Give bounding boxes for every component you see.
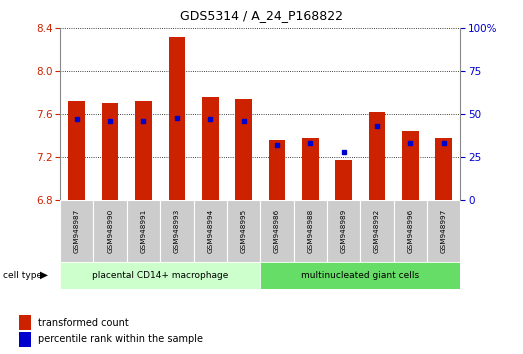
Bar <box>19 315 31 330</box>
Text: GSM948996: GSM948996 <box>407 209 413 253</box>
Bar <box>427 200 460 262</box>
Text: GSM948993: GSM948993 <box>174 209 180 253</box>
Bar <box>60 200 94 262</box>
Bar <box>102 103 119 200</box>
Bar <box>402 131 418 200</box>
Text: ▶: ▶ <box>40 270 48 280</box>
Bar <box>168 37 185 200</box>
Text: placental CD14+ macrophage: placental CD14+ macrophage <box>92 271 229 280</box>
Bar <box>360 200 393 262</box>
Text: percentile rank within the sample: percentile rank within the sample <box>38 335 202 344</box>
Text: GSM948995: GSM948995 <box>241 209 246 253</box>
Bar <box>293 200 327 262</box>
Bar <box>260 262 460 289</box>
Bar <box>235 99 252 200</box>
Text: GSM948990: GSM948990 <box>107 209 113 253</box>
Text: GSM948988: GSM948988 <box>307 209 313 253</box>
Bar <box>394 200 427 262</box>
Bar <box>260 200 293 262</box>
Text: GSM948986: GSM948986 <box>274 209 280 253</box>
Text: GSM948997: GSM948997 <box>440 209 447 253</box>
Bar <box>327 200 360 262</box>
Bar <box>335 160 352 200</box>
Text: GDS5314 / A_24_P168822: GDS5314 / A_24_P168822 <box>180 9 343 22</box>
Text: GSM948994: GSM948994 <box>207 209 213 253</box>
Text: GSM948989: GSM948989 <box>340 209 347 253</box>
Bar <box>202 97 219 200</box>
Bar <box>135 101 152 200</box>
Text: multinucleated giant cells: multinucleated giant cells <box>301 271 419 280</box>
Text: GSM948992: GSM948992 <box>374 209 380 253</box>
Bar <box>127 200 160 262</box>
Bar <box>69 101 85 200</box>
Bar <box>194 200 227 262</box>
Text: transformed count: transformed count <box>38 318 129 328</box>
Bar <box>268 140 285 200</box>
Text: cell type: cell type <box>3 271 42 280</box>
Bar <box>160 200 194 262</box>
Bar <box>19 332 31 347</box>
Bar <box>94 200 127 262</box>
Bar <box>369 112 385 200</box>
Text: GSM948991: GSM948991 <box>141 209 146 253</box>
Bar <box>435 138 452 200</box>
Bar <box>302 138 319 200</box>
Bar <box>227 200 260 262</box>
Bar <box>60 262 260 289</box>
Text: GSM948987: GSM948987 <box>74 209 80 253</box>
